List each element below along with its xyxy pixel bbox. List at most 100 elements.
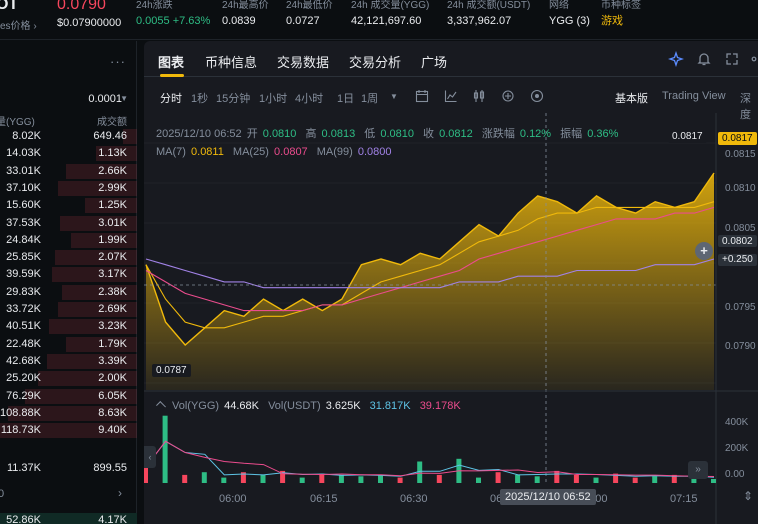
book-row-bid[interactable]: 52.86K 4.17K (0, 513, 137, 524)
book-row[interactable]: 39.59K 3.17K (0, 266, 137, 283)
volume-bar (554, 470, 560, 483)
depth-bar (54, 250, 137, 266)
row-amount: 37.53K (6, 216, 41, 229)
volume-bar (436, 474, 442, 483)
book-row[interactable]: 108.88K 8.63K (0, 405, 137, 422)
book-row[interactable]: 24.84K 1.99K (0, 232, 137, 249)
book-row[interactable]: 22.48K 1.79K (0, 336, 137, 353)
depth-bar (65, 336, 137, 352)
price-axis-label: 0.0815 (725, 149, 756, 160)
indicator-icon[interactable] (444, 89, 458, 103)
book-row[interactable]: 37.53K 3.01K (0, 215, 137, 232)
volume-bar (613, 473, 619, 483)
interval-1d[interactable]: 1日 (337, 93, 355, 105)
book-row[interactable]: 42.68K 3.39K (0, 353, 137, 370)
chevron-left-icon[interactable]: ‹ (144, 446, 156, 468)
close-label: 收 (423, 128, 435, 140)
view-depth[interactable]: 深度 (740, 93, 751, 121)
row-amount: 33.01K (6, 164, 41, 177)
stat-network[interactable]: 网络 YGG (3) (549, 0, 590, 28)
book-row[interactable]: 37.10K 2.99K (0, 180, 137, 197)
ma99-value: 0.0800 (357, 146, 392, 158)
price-axis-label: 0.0790 (725, 341, 756, 352)
depth-bar (0, 423, 137, 439)
depth-bar (65, 163, 137, 179)
view-basic[interactable]: 基本版 (615, 93, 648, 105)
tab-square[interactable]: 广场 (421, 55, 448, 70)
interval-15m[interactable]: 15分钟 (216, 93, 251, 105)
fit-screen-icon[interactable]: ⇕ (743, 489, 754, 503)
symbol-subtitle-link[interactable]: es价格 › (0, 21, 37, 32)
book-row[interactable]: 14.03K 1.13K (0, 145, 137, 162)
low-price-tag: 0.0787 (152, 364, 191, 377)
more-icon[interactable]: ··· (110, 54, 126, 69)
chart-panel: 图表 币种信息 交易数据 交易分析 广场 分时 1秒 15分钟 1小时 4小时 … (144, 41, 758, 524)
book-row[interactable]: 33.01K 2.66K (0, 163, 137, 180)
interval-1h[interactable]: 1小时 (259, 93, 288, 105)
vol-ma1-value: 31.817K (369, 400, 411, 412)
book-row[interactable]: 11.37K 899.55 (0, 460, 137, 478)
tab-coin-info[interactable]: 币种信息 (205, 55, 258, 70)
row-total: 2.38K (98, 285, 127, 298)
price-chart[interactable] (144, 113, 758, 524)
book-row[interactable]: 40.51K 3.23K (0, 318, 137, 335)
book-row[interactable]: 25.20K 2.00K (0, 370, 137, 387)
tab-chart[interactable]: 图表 (158, 55, 185, 70)
precision-select[interactable]: 0.0001 (88, 93, 122, 105)
time-axis-label: 06:15 (310, 493, 338, 505)
vol-value: 44.68K (224, 400, 260, 412)
row-amount: 76.29K (6, 389, 41, 402)
bell-icon[interactable] (696, 51, 712, 67)
interval-line[interactable]: 分时 (160, 93, 182, 105)
row-amount: 24.84K (6, 233, 41, 246)
interval-1s[interactable]: 1秒 (191, 93, 209, 105)
settings-icon[interactable] (501, 89, 515, 103)
depth-bar (52, 267, 137, 283)
volume-bar (495, 472, 501, 483)
depth-bar (8, 405, 137, 421)
sparkle-icon[interactable] (668, 51, 684, 67)
tab-trade-analysis[interactable]: 交易分析 (349, 55, 402, 70)
calendar-icon[interactable] (415, 89, 429, 103)
interval-1w[interactable]: 1周 (361, 93, 379, 105)
volume-bar (319, 473, 325, 483)
low-value: 0.0810 (380, 128, 414, 140)
volume-ma2-line (145, 440, 715, 477)
chevron-down-icon[interactable]: ▼ (390, 92, 398, 101)
add-alert-button[interactable]: + (695, 242, 713, 260)
depth-bar (71, 232, 137, 248)
scroll-to-latest-button[interactable]: » (688, 461, 708, 479)
book-row[interactable]: 25.85K 2.07K (0, 249, 137, 266)
row-amount: 37.10K (6, 181, 41, 194)
book-row[interactable]: 29.83K 2.38K (0, 284, 137, 301)
view-tradingview[interactable]: Trading View (662, 90, 726, 102)
chevron-down-icon[interactable]: ▼ (120, 94, 128, 103)
ma25-label: MA(25) (232, 146, 269, 158)
row-amount: 29.83K (6, 285, 41, 298)
symbol-name[interactable]: OT (0, 0, 19, 13)
book-row[interactable]: 15.60K 1.25K (0, 197, 137, 214)
book-header: 量(YGG) 成交额 (0, 113, 137, 128)
expand-icon[interactable] (724, 51, 740, 67)
chevron-right-icon[interactable]: › (118, 486, 122, 500)
tab-trade-data[interactable]: 交易数据 (277, 55, 330, 70)
book-row[interactable]: 118.73K 9.40K (0, 422, 137, 439)
ma99-line (145, 258, 715, 289)
stat-label: 24h涨跌 (136, 0, 173, 11)
ma7-label: MA(7) (156, 146, 186, 158)
price-axis-label: 0.0805 (725, 223, 756, 234)
stat-24h-turnover: 24h 成交额(USDT) 3,337,962.07 (447, 0, 530, 28)
interval-4h[interactable]: 4小时 (295, 93, 324, 105)
crosshair-price-tag: 0.0802 (718, 235, 757, 247)
book-row[interactable]: 8.02K 649.46 (0, 128, 137, 145)
share-icon[interactable] (750, 51, 758, 67)
row-amount: 33.72K (6, 303, 41, 315)
book-row[interactable]: 33.72K 2.69K (0, 301, 137, 318)
open-value: 0.0810 (262, 128, 297, 140)
book-row[interactable]: 76.29K 6.05K (0, 388, 137, 405)
candle-style-icon[interactable] (472, 89, 486, 103)
volume-bar (338, 474, 344, 483)
volume-bar (378, 474, 383, 483)
stat-token-tag[interactable]: 币种标签 游戏 (601, 0, 641, 28)
target-icon[interactable] (530, 89, 544, 103)
